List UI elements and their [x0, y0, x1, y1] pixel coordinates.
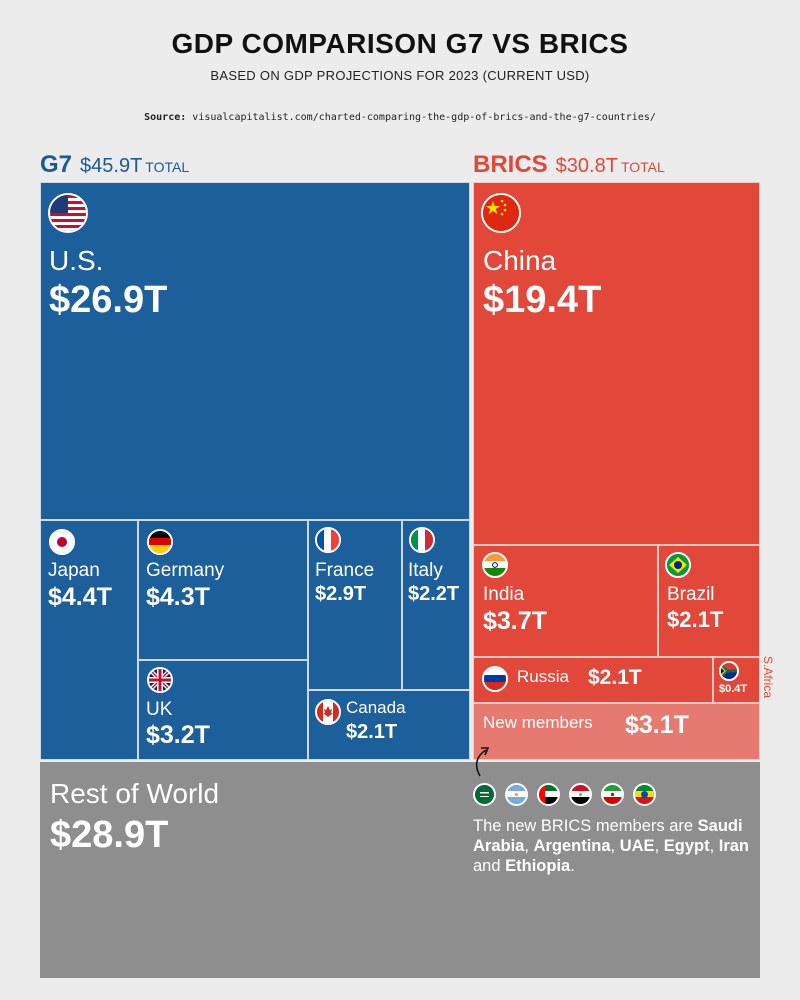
- note-member-ethiopia: Ethiopia: [505, 857, 571, 875]
- france-name: France: [315, 560, 375, 581]
- treemap-cell-japan: Japan $4.4T: [40, 520, 138, 760]
- g7-name: G7: [40, 151, 73, 178]
- source-line: Source: visualcapitalist.com/charted-com…: [0, 112, 800, 123]
- saudi-arabia-flag-icon: [473, 783, 496, 806]
- uk-value: $3.2T: [146, 721, 210, 749]
- treemap-cell-uk: UK $3.2T: [138, 660, 308, 760]
- brics-name: BRICS: [473, 151, 548, 178]
- treemap-cell-france: France $2.9T: [308, 520, 402, 690]
- south-africa-value: $0.4T: [719, 683, 748, 695]
- note-prefix: The new BRICS members are: [473, 817, 698, 835]
- uk-name: UK: [146, 699, 173, 720]
- new-members-value: $3.1T: [625, 711, 689, 739]
- treemap-cell-rest-of-world: Rest of World $28.9T: [40, 762, 760, 978]
- germany-flag-icon: [147, 529, 173, 555]
- germany-name: Germany: [146, 560, 225, 581]
- brics-header: BRICS $30.8T TOTAL: [473, 151, 665, 179]
- treemap-cell-china: China $19.4T: [473, 182, 760, 545]
- rest-of-world-value: $28.9T: [50, 814, 169, 856]
- india-value: $3.7T: [483, 607, 547, 635]
- g7-header: G7 $45.9T TOTAL: [40, 151, 189, 179]
- us-name: U.S.: [49, 245, 104, 276]
- treemap-cell-italy: Italy $2.2T: [402, 520, 470, 690]
- chart-title: GDP COMPARISON G7 VS BRICS: [171, 28, 629, 59]
- curved-arrow-icon: [475, 747, 490, 777]
- note-sep: ,: [654, 837, 664, 855]
- russia-flag-icon: [482, 666, 508, 692]
- china-value: $19.4T: [483, 279, 602, 321]
- russia-value: $2.1T: [588, 666, 642, 689]
- canada-value: $2.1T: [346, 721, 398, 743]
- china-flag-icon: [481, 193, 521, 233]
- note-sep: ,: [709, 837, 719, 855]
- brics-total: $30.8T: [555, 155, 618, 177]
- argentina-flag-icon: [505, 783, 528, 806]
- india-name: India: [483, 584, 525, 605]
- g7-total-suffix: TOTAL: [145, 159, 190, 175]
- egypt-flag-icon: [569, 783, 592, 806]
- south-africa-flag-icon: [719, 661, 739, 681]
- japan-flag-icon: [49, 529, 75, 555]
- italy-flag-icon: [409, 527, 435, 553]
- china-name: China: [483, 245, 557, 276]
- treemap-cell-russia: Russia $2.1T: [473, 657, 713, 703]
- canada-name: Canada: [346, 698, 406, 717]
- source-link[interactable]: visualcapitalist.com/charted-comparing-t…: [192, 112, 656, 123]
- note-member-egypt: Egypt: [663, 837, 710, 855]
- treemap-cell-germany: Germany $4.3T: [138, 520, 308, 660]
- japan-value: $4.4T: [48, 583, 112, 611]
- india-flag-icon: [482, 552, 508, 578]
- germany-value: $4.3T: [146, 583, 210, 611]
- note-member-iran: Iran: [718, 837, 750, 855]
- us-value: $26.9T: [49, 279, 168, 321]
- source-label: Source:: [144, 112, 187, 123]
- g7-total: $45.9T: [80, 155, 143, 177]
- iran-flag-icon: [601, 783, 624, 806]
- treemap-cell-new-members: New members $3.1T: [473, 703, 760, 760]
- uk-flag-icon: [147, 667, 173, 693]
- brazil-name: Brazil: [667, 584, 715, 605]
- treemap-cell-south-africa: $0.4T: [713, 657, 760, 703]
- italy-name: Italy: [408, 560, 443, 581]
- us-flag-icon: [48, 193, 88, 233]
- treemap-cell-india: India $3.7T: [473, 545, 658, 657]
- uae-flag-icon: [537, 783, 560, 806]
- note-sep: ,: [610, 837, 620, 855]
- new-members-name: New members: [483, 713, 593, 732]
- brazil-value: $2.1T: [667, 607, 724, 632]
- france-flag-icon: [315, 527, 341, 553]
- chart-subtitle: BASED ON GDP PROJECTIONS FOR 2023 (CURRE…: [210, 68, 590, 83]
- treemap-cell-brazil: Brazil $2.1T: [658, 545, 760, 657]
- canada-flag-icon: [315, 699, 341, 725]
- france-value: $2.9T: [315, 583, 367, 605]
- note-end: .: [570, 857, 575, 875]
- note-member-argentina: Argentina: [533, 837, 611, 855]
- russia-name: Russia: [517, 667, 569, 686]
- note-member-saudi-arabia: Saudi Arabia: [473, 817, 743, 855]
- note-sep: and: [473, 857, 506, 875]
- note-sep: ,: [524, 837, 534, 855]
- note-member-uae: UAE: [619, 837, 655, 855]
- brazil-flag-icon: [665, 552, 691, 578]
- ethiopia-flag-icon: [633, 783, 656, 806]
- new-members-note: The new BRICS members are Saudi Arabia, …: [473, 816, 763, 876]
- south-africa-name: S.Africa: [761, 656, 775, 699]
- rest-of-world-name: Rest of World: [50, 778, 220, 809]
- italy-value: $2.2T: [408, 583, 460, 605]
- japan-name: Japan: [48, 560, 100, 581]
- treemap-cell-canada: Canada $2.1T: [308, 690, 470, 760]
- brics-total-suffix: TOTAL: [620, 159, 665, 175]
- treemap-cell-us: U.S. $26.9T: [40, 182, 470, 520]
